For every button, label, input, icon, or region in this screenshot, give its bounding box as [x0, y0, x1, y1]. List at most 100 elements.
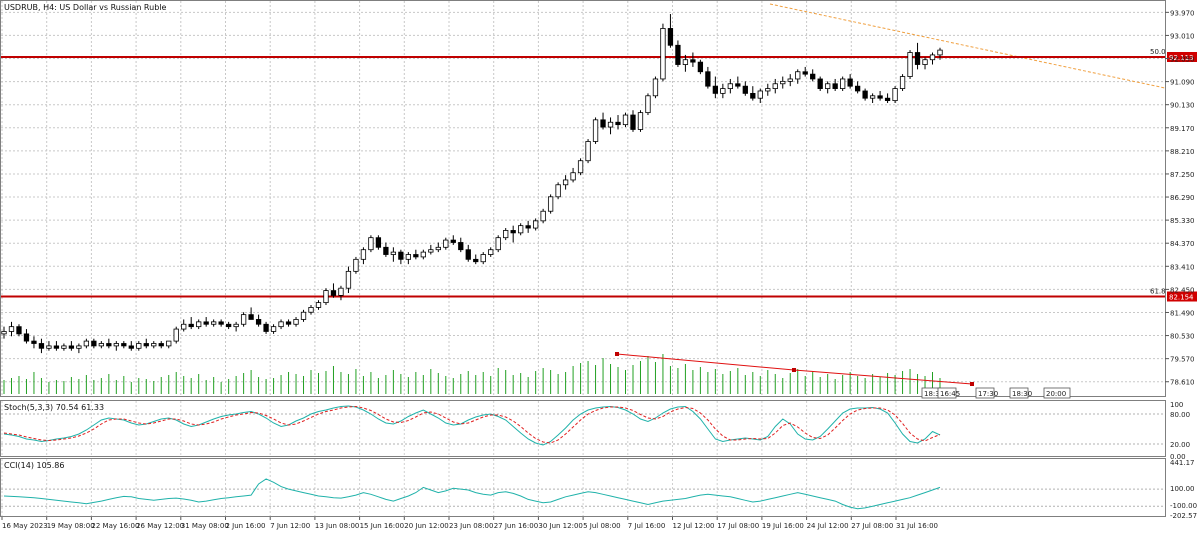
annotation-box [975, 387, 995, 399]
candle-body [308, 307, 314, 313]
time-tick-label: 31 May 08:00 [181, 522, 229, 530]
stochastic-pane [0, 400, 1166, 457]
candlestick-series [1, 14, 943, 354]
candle-body [854, 85, 861, 92]
divergence-point [615, 352, 619, 356]
price-tick-label: 87.250 [1170, 171, 1195, 179]
candle-body [91, 340, 97, 347]
candle-body [248, 314, 254, 320]
candle-body [375, 237, 382, 248]
main-grid [1, 1, 1165, 396]
candle-body [570, 172, 576, 181]
candle-body [278, 321, 284, 328]
candle-body [270, 326, 277, 332]
candle-body [555, 184, 561, 198]
candle-body [68, 345, 75, 349]
stochastic-tick-label: 80.00 [1170, 411, 1190, 419]
candle-body [31, 340, 37, 344]
time-tick-label: 24 Jul 12:00 [807, 522, 849, 530]
trend-line [769, 3, 1166, 89]
time-tick-label: 27 Jun 16:00 [494, 522, 538, 530]
cci-tick-label: 441.17 [1170, 459, 1195, 467]
candle-body [757, 90, 763, 99]
candle-body [465, 249, 471, 260]
candle-body [106, 343, 112, 347]
candle-body [637, 112, 644, 130]
price-tick-label: 86.290 [1170, 194, 1195, 202]
candle-body [750, 92, 756, 99]
candle-body [847, 78, 853, 87]
candle-body [263, 323, 269, 332]
candle-body [420, 251, 426, 258]
time-tick-label: 20 Jun 12:00 [404, 522, 448, 530]
level-label: 50.0 [1150, 48, 1166, 56]
divergence-point [970, 382, 974, 386]
candle-body [353, 258, 359, 272]
candle-body [622, 114, 629, 126]
candle-body [443, 239, 449, 248]
price-tick-label: 81.490 [1170, 309, 1195, 317]
candle-body [914, 52, 921, 65]
candle-body [667, 28, 674, 46]
candle-body [285, 321, 292, 325]
candle-body [592, 119, 599, 142]
cci-line [3, 478, 941, 510]
time-tick-label: 19 Jul 16:00 [762, 522, 804, 530]
candle-body [607, 121, 614, 128]
level-label: 61.8 [1150, 288, 1166, 296]
candle-body [697, 61, 704, 73]
candle-body [203, 321, 209, 325]
stochastic-main-line [3, 405, 941, 446]
time-tick-label: 5 Jul 08:00 [583, 522, 621, 530]
candle-body [413, 254, 419, 258]
candle-body [76, 345, 82, 349]
candle-body [16, 326, 22, 335]
time-tick-label: 13 Jun 08:00 [315, 522, 359, 530]
annotation-box [937, 387, 957, 399]
candle-body [869, 95, 876, 99]
candle-body [525, 225, 531, 229]
price-tick-label: 85.330 [1170, 217, 1195, 225]
price-tick-label: 84.370 [1170, 240, 1195, 248]
candle-body [615, 121, 621, 126]
candle-body [840, 78, 846, 89]
candle-body [810, 73, 816, 80]
price-tick-label: 78.610 [1170, 379, 1195, 387]
stochastic-lines [3, 405, 941, 446]
candle-body [345, 270, 352, 289]
annotation-text: 16:45 [940, 390, 960, 398]
candle-body [61, 345, 67, 349]
candle-body [495, 237, 501, 251]
candle-body [166, 340, 172, 347]
candle-body [832, 83, 838, 89]
price-tick-label: 90.130 [1170, 102, 1195, 110]
candle-body [720, 88, 726, 94]
price-tick-label: 88.210 [1170, 148, 1195, 156]
time-tick-label: 7 Jun 12:00 [270, 522, 310, 530]
candle-body [660, 28, 666, 80]
candle-body [23, 333, 30, 342]
candle-body [922, 59, 928, 65]
candle-body [705, 71, 711, 87]
candle-body [450, 239, 456, 243]
time-tick-label: 17 Jul 08:00 [717, 522, 759, 530]
candle-body [518, 225, 524, 234]
candle-body [458, 242, 464, 251]
volume-bars [3, 354, 941, 394]
candle-body [735, 83, 741, 87]
annotation-box [1043, 387, 1071, 399]
time-tick-label: 16 May 2023 [2, 522, 48, 530]
annotation-box [1009, 387, 1029, 399]
candle-body [862, 90, 868, 99]
candle-body [225, 323, 232, 328]
candle-body [98, 343, 104, 347]
candle-body [383, 246, 389, 255]
chart-title: USDRUB, H4: US Dollar vs Russian Ruble [4, 3, 166, 12]
candle-body [795, 71, 801, 80]
level-price-tag [1167, 291, 1197, 302]
cci-tick-label: -202.57 [1170, 512, 1197, 520]
candle-body [390, 251, 397, 255]
candle-body [211, 321, 217, 325]
time-tick-label: 12 Jul 12:00 [673, 522, 715, 530]
